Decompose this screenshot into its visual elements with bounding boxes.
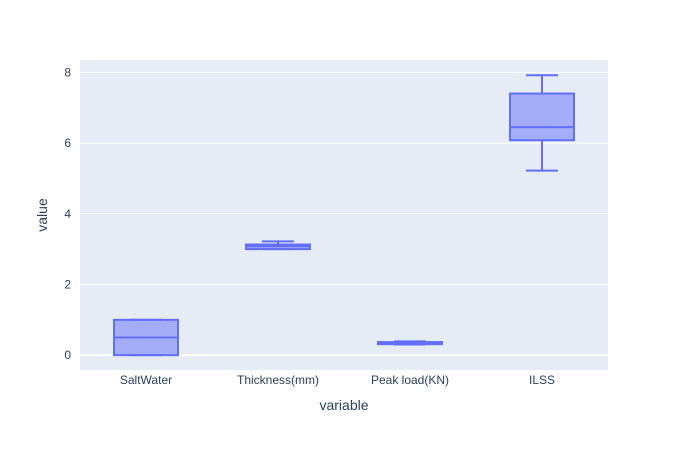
iqr-box bbox=[509, 92, 575, 142]
x-tick-label: ILSS bbox=[529, 373, 555, 387]
y-tick-label: 4 bbox=[64, 207, 71, 221]
y-tick-label: 2 bbox=[64, 277, 71, 291]
box-thickness-mm-[interactable] bbox=[245, 240, 311, 251]
box-peak-load-kn-[interactable] bbox=[377, 340, 443, 346]
tick-labels: 0 2 4 6 8 SaltWater Thickness(mm) Peak load(KN)… bbox=[64, 65, 555, 387]
y-tick-label: 0 bbox=[64, 348, 71, 362]
x-tick-label: Peak load(KN) bbox=[371, 373, 449, 387]
box-ilss[interactable] bbox=[509, 74, 575, 172]
x-tick-label: Thickness(mm) bbox=[237, 373, 319, 387]
y-tick-label: 6 bbox=[64, 136, 71, 150]
box-saltwater[interactable] bbox=[113, 318, 179, 357]
y-axis-title: value bbox=[34, 198, 50, 232]
x-tick-label: SaltWater bbox=[120, 373, 172, 387]
x-axis-title: variable bbox=[319, 397, 368, 413]
box-series bbox=[113, 74, 575, 357]
y-tick-label: 8 bbox=[64, 65, 71, 79]
